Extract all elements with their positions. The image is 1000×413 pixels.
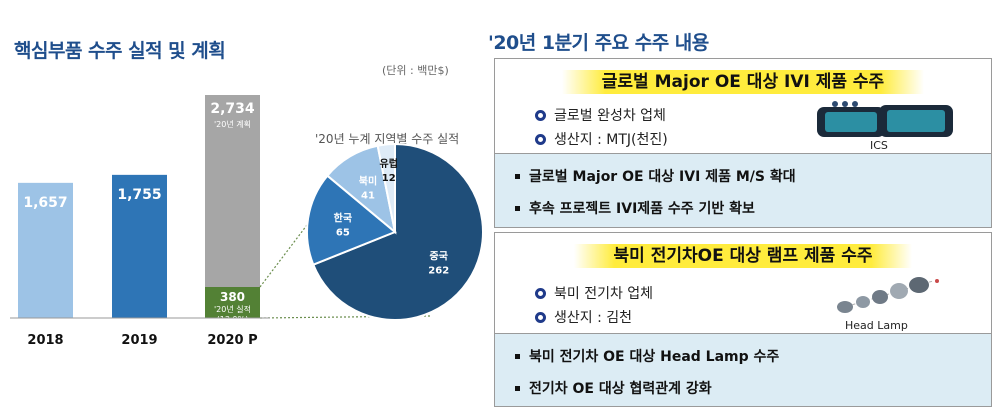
bar-value-label: 1,657: [23, 195, 67, 211]
box1-headline: 글로벌 Major OE 대상 IVI 제품 수주: [495, 67, 991, 94]
box2-headline: 북미 전기차OE 대상 램프 제품 수주: [495, 241, 991, 268]
ics-display-image: [817, 101, 953, 137]
circle-bullet-icon: [535, 109, 546, 121]
bar-category-label: 2018: [27, 333, 63, 348]
circle-bullet-icon: [535, 311, 546, 323]
plan-note: '20년 계획: [214, 119, 251, 129]
pie-slice-label: 북미: [359, 175, 377, 188]
pie-slice-value: 262: [428, 266, 449, 277]
pie-slice-1: [311, 142, 484, 321]
box1-item: 글로벌 완성차 업체: [535, 105, 666, 125]
box1-image-caption: ICS: [870, 139, 888, 152]
box1-bullet: 후속 프로젝트 IVI제품 수주 기반 확보: [515, 198, 755, 218]
actual-note: '20년 실적: [214, 304, 251, 314]
order-box-ivi: 글로벌 Major OE 대상 IVI 제품 수주 글로벌 완성차 업체 생산지…: [494, 58, 992, 228]
circle-bullet-icon: [535, 287, 546, 299]
bar-value-label: 2,734: [210, 101, 255, 117]
pie-slice-2: [306, 174, 397, 266]
bar-category-label: 2020 P: [207, 333, 257, 348]
box2-image-caption: Head Lamp: [845, 319, 908, 332]
box2-bullet: 전기차 OE 대상 협력관계 강화: [515, 378, 712, 398]
bar-2020-actual: [205, 287, 260, 318]
pie-slice-value: 12: [382, 173, 396, 184]
bar-2019: [112, 174, 167, 318]
box1-bullet: 글로벌 Major OE 대상 IVI 제품 M/S 확대: [515, 166, 796, 186]
connector-line: [259, 187, 336, 288]
pie-slice-label: 유럽: [380, 157, 398, 170]
head-lamp-image: [837, 277, 939, 313]
circle-bullet-icon: [535, 133, 546, 145]
bar-2020 P: [205, 95, 260, 318]
square-bullet-icon: [515, 205, 520, 211]
square-bullet-icon: [515, 173, 520, 179]
pie-slice-label: 한국: [334, 213, 352, 225]
actual-percent: (13.9%): [217, 315, 249, 324]
bar-2018: [18, 182, 73, 318]
bar-value-label: 1,755: [117, 187, 161, 203]
square-bullet-icon: [515, 353, 520, 359]
left-title: 핵심부품 수주 실적 및 계획: [14, 40, 226, 62]
box2-bullet: 북미 전기차 OE 대상 Head Lamp 수주: [515, 346, 779, 366]
actual-value-label: 380: [220, 290, 245, 304]
pie-slice-4: [376, 142, 396, 233]
order-box-lamp: 북미 전기차OE 대상 램프 제품 수주 북미 전기차 업체 생산지 : 김천 …: [494, 232, 992, 407]
right-title: '20년 1분기 주요 수주 내용: [488, 32, 709, 54]
box2-item: 북미 전기차 업체: [535, 283, 653, 303]
pie-slice-label: 중국: [430, 251, 448, 263]
pie-title: '20년 누계 지역별 수주 실적: [315, 132, 460, 146]
box1-item: 생산지 : MTJ(천진): [535, 129, 668, 149]
bar-category-label: 2019: [121, 333, 157, 348]
box2-item: 생산지 : 김천: [535, 307, 632, 327]
square-bullet-icon: [515, 385, 520, 391]
unit-label: (단위 : 백만$): [382, 64, 449, 77]
pie-slice-value: 65: [336, 228, 350, 239]
pie-slice-value: 41: [361, 191, 375, 202]
